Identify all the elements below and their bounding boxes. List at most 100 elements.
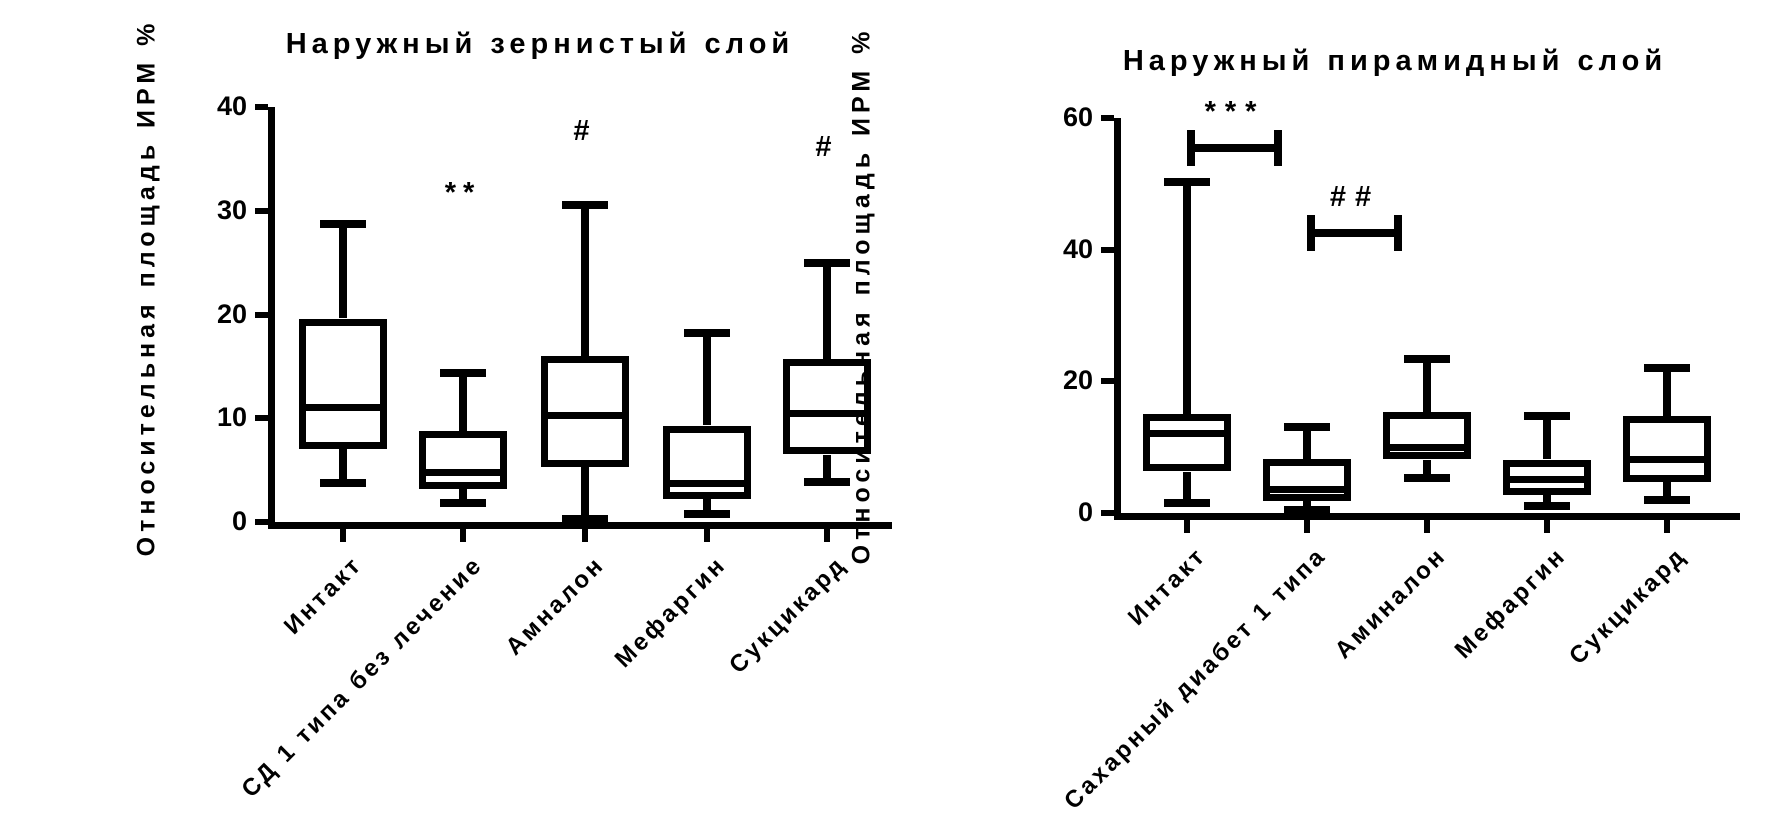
y-tick-label: 30: [216, 195, 247, 225]
lower-whisker-stem: [1303, 501, 1311, 510]
upper-whisker-cap: [1404, 355, 1450, 363]
y-tick-label: 20: [216, 299, 247, 329]
upper-whisker-stem: [1543, 416, 1551, 459]
y-tick: [1101, 247, 1114, 253]
significance-annotation: #: [573, 115, 597, 147]
lower-whisker-cap: [1404, 474, 1450, 482]
lower-whisker-cap: [1524, 502, 1570, 510]
y-tick-label: 0: [1077, 497, 1093, 527]
x-tick: [1664, 520, 1670, 533]
significance-bracket-bar: [1187, 144, 1282, 152]
lower-whisker-cap: [804, 478, 850, 486]
upper-whisker-stem: [339, 224, 347, 318]
y-tick-label: 10: [216, 402, 247, 432]
lower-whisker-cap: [1284, 506, 1330, 514]
upper-whisker-cap: [1524, 412, 1570, 420]
lower-whisker-cap: [1644, 496, 1690, 504]
upper-whisker-cap: [1644, 364, 1690, 372]
y-tick-label: 20: [1062, 365, 1093, 395]
upper-whisker-cap: [1164, 178, 1210, 186]
x-tick: [460, 529, 466, 542]
median-line: [1623, 456, 1711, 463]
median-line: [299, 404, 387, 411]
significance-bracket-label: ***: [1204, 96, 1266, 128]
lower-whisker-stem: [823, 455, 831, 482]
upper-whisker-stem: [459, 373, 467, 431]
iqr-box: [541, 356, 629, 467]
significance-bracket-end-left: [1187, 130, 1195, 166]
upper-whisker-stem: [581, 205, 589, 356]
y-tick: [1101, 510, 1114, 516]
x-category-label: Интакт: [1123, 542, 1213, 631]
lower-whisker-cap: [684, 510, 730, 518]
upper-whisker-cap: [440, 369, 486, 377]
upper-whisker-cap: [320, 220, 366, 228]
upper-whisker-cap: [684, 329, 730, 337]
upper-whisker-stem: [1303, 427, 1311, 459]
significance-bracket-bar: [1307, 229, 1402, 237]
left-chart-title: Наружный зернистый слой: [285, 28, 795, 60]
x-tick: [340, 529, 346, 542]
x-axis-line: [1114, 513, 1740, 520]
upper-whisker-stem: [703, 333, 711, 425]
median-line: [783, 410, 871, 417]
y-tick: [255, 415, 268, 421]
x-tick: [824, 529, 830, 542]
x-tick: [1304, 520, 1310, 533]
significance-annotation: #: [815, 131, 839, 163]
upper-whisker-stem: [1423, 359, 1431, 412]
x-tick: [1544, 520, 1550, 533]
lower-whisker-stem: [1663, 482, 1671, 500]
iqr-box: [783, 359, 871, 454]
median-line: [663, 480, 751, 487]
x-category-label: Сукцикард: [1564, 542, 1693, 670]
x-category-label: Аминалон: [1329, 542, 1453, 665]
lower-whisker-stem: [703, 498, 711, 514]
significance-bracket-label: ##: [1329, 181, 1381, 213]
significance-bracket-end-right: [1274, 130, 1282, 166]
y-tick-label: 0: [231, 506, 247, 536]
y-tick-label: 40: [216, 91, 247, 121]
iqr-box: [663, 426, 751, 499]
x-tick: [1424, 520, 1430, 533]
y-axis-line: [1114, 118, 1121, 520]
y-tick: [255, 519, 268, 525]
y-tick: [1101, 115, 1114, 121]
median-line: [541, 412, 629, 419]
upper-whisker-stem: [1183, 182, 1191, 414]
significance-annotation: **: [444, 177, 482, 209]
lower-whisker-stem: [1543, 495, 1551, 506]
significance-bracket-end-right: [1394, 215, 1402, 251]
iqr-box: [1383, 412, 1471, 459]
lower-whisker-stem: [581, 467, 589, 519]
median-line: [1383, 444, 1471, 451]
lower-whisker-stem: [1423, 460, 1431, 478]
lower-whisker-cap: [320, 479, 366, 487]
y-axis-line: [268, 107, 275, 529]
upper-whisker-cap: [804, 259, 850, 267]
iqr-box: [1263, 459, 1351, 501]
upper-whisker-stem: [823, 263, 831, 359]
x-axis-line: [268, 522, 892, 529]
y-tick: [1101, 378, 1114, 384]
y-tick-label: 60: [1062, 102, 1093, 132]
x-category-label: Мефаргин: [1450, 542, 1573, 665]
iqr-box: [299, 319, 387, 449]
upper-whisker-cap: [1284, 423, 1330, 431]
y-tick: [255, 104, 268, 110]
lower-whisker-cap: [562, 515, 608, 523]
lower-whisker-stem: [1183, 472, 1191, 504]
y-tick: [255, 312, 268, 318]
lower-whisker-cap: [1164, 499, 1210, 507]
significance-bracket-end-left: [1307, 215, 1315, 251]
y-tick-label: 40: [1062, 234, 1093, 264]
iqr-box: [1623, 416, 1711, 482]
y-tick: [255, 208, 268, 214]
median-line: [1143, 430, 1231, 437]
upper-whisker-cap: [562, 201, 608, 209]
